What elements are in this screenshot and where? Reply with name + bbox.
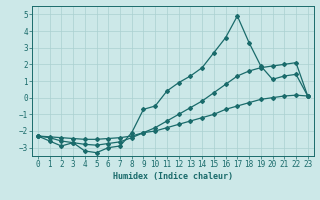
X-axis label: Humidex (Indice chaleur): Humidex (Indice chaleur) — [113, 172, 233, 181]
